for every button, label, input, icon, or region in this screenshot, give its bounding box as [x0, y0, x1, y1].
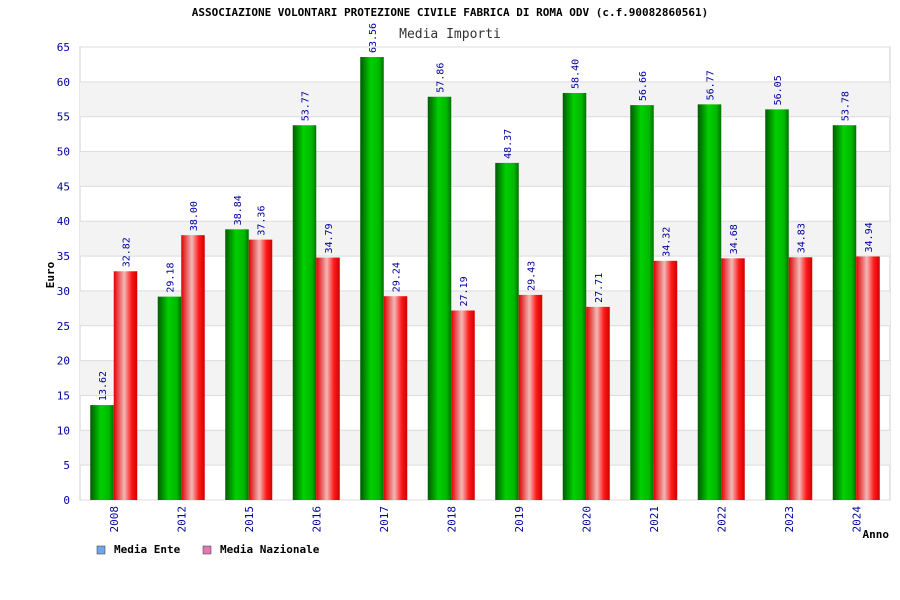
x-tick-label: 2018 — [445, 506, 458, 533]
data-label-nazionale-2019: 29.43 — [527, 261, 538, 291]
chart-title: ASSOCIAZIONE VOLONTARI PROTEZIONE CIVILE… — [192, 6, 709, 19]
bar-nazionale-2020 — [586, 306, 610, 500]
y-tick-label: 60 — [57, 76, 70, 89]
data-label-nazionale-2023: 34.83 — [797, 223, 808, 253]
x-tick-label: 2017 — [378, 506, 391, 533]
bar-ente-2012 — [157, 296, 182, 500]
bars — [90, 57, 880, 501]
x-axis-ticks: 2008 2012 2015 2016 2017 2018 2019 2020 2021 2022… — [108, 506, 864, 533]
legend: Media Ente Media Nazionale — [96, 543, 320, 556]
bar-nazionale-2022 — [721, 258, 745, 500]
data-label-nazionale-2008: 32.82 — [122, 237, 133, 267]
bar-ente-2016 — [292, 125, 317, 500]
data-label-ente-2022: 56.77 — [706, 70, 717, 100]
bar-ente-2017 — [360, 57, 384, 500]
data-labels: 13.62 32.82 29.18 38.00 38.84 37.36 53.77 34.79… — [98, 23, 875, 401]
bar-ente-2022 — [697, 104, 722, 501]
x-tick-label: 2023 — [783, 506, 796, 533]
legend-swatch-ente — [96, 545, 106, 555]
data-label-ente-2023: 56.05 — [773, 75, 784, 105]
data-label-ente-2016: 53.77 — [301, 91, 312, 121]
bar-ente-2020 — [562, 92, 587, 501]
grid-band — [80, 151, 890, 187]
x-tick-label: 2008 — [108, 506, 121, 533]
bar-nazionale-2016 — [316, 257, 340, 500]
data-label-nazionale-2016: 34.79 — [324, 223, 335, 253]
y-tick-label: 35 — [57, 250, 70, 263]
data-label-nazionale-2024: 34.94 — [864, 222, 875, 252]
plot-background — [79, 46, 891, 501]
y-tick-label: 25 — [57, 320, 70, 333]
bar-nazionale-2024 — [856, 256, 880, 500]
y-tick-label: 30 — [57, 285, 70, 298]
grid-band — [80, 360, 890, 396]
x-tick-label: 2016 — [310, 506, 323, 533]
bar-ente-2019 — [495, 162, 519, 500]
x-tick-label: 2024 — [850, 506, 863, 533]
y-tick-label: 0 — [63, 494, 70, 507]
data-label-ente-2021: 56.66 — [638, 71, 649, 101]
x-tick-label: 2012 — [175, 506, 188, 533]
data-label-ente-2024: 53.78 — [841, 91, 852, 121]
data-label-nazionale-2015: 37.36 — [257, 206, 268, 236]
bar-nazionale-2019 — [518, 294, 543, 500]
y-tick-label: 20 — [57, 355, 70, 368]
bar-nazionale-2018 — [451, 310, 475, 500]
data-label-nazionale-2020: 27.71 — [594, 273, 605, 303]
x-tick-label: 2022 — [715, 506, 728, 533]
y-tick-label: 5 — [63, 459, 70, 472]
bar-ente-2024 — [832, 125, 857, 501]
x-tick-label: 2019 — [513, 506, 526, 533]
bar-ente-2023 — [765, 109, 789, 500]
bar-nazionale-2017 — [383, 296, 408, 500]
x-axis-label: Anno — [863, 528, 890, 541]
data-label-nazionale-2021: 34.32 — [662, 227, 673, 257]
legend-label-ente: Media Ente — [114, 543, 181, 556]
bar-nazionale-2012 — [181, 235, 205, 500]
bar-nazionale-2021 — [653, 260, 678, 500]
y-tick-label: 10 — [57, 424, 70, 437]
x-tick-label: 2021 — [648, 506, 661, 533]
data-label-ente-2015: 38.84 — [233, 195, 244, 225]
grid-band — [80, 290, 890, 326]
x-tick-label: 2020 — [580, 506, 593, 533]
data-label-nazionale-2022: 34.68 — [729, 224, 740, 254]
data-label-ente-2017: 63.56 — [368, 23, 379, 53]
grid-band — [80, 81, 890, 117]
bar-ente-2021 — [630, 105, 654, 500]
data-label-nazionale-2017: 29.24 — [392, 262, 403, 292]
grid-band — [80, 430, 890, 466]
y-tick-label: 40 — [57, 215, 70, 228]
plot-area — [79, 46, 891, 501]
data-label-nazionale-2012: 38.00 — [189, 201, 200, 231]
y-tick-label: 50 — [57, 146, 70, 159]
y-tick-label: 55 — [57, 111, 70, 124]
bar-nazionale-2008 — [113, 271, 138, 500]
gridlines — [80, 46, 890, 501]
chart-subtitle: Media Importi — [399, 27, 501, 42]
data-label-ente-2020: 58.40 — [571, 59, 582, 89]
legend-swatch-nazionale — [202, 545, 212, 555]
grid-band — [80, 221, 890, 257]
bar-ente-2008 — [90, 405, 114, 500]
y-axis-ticks: 0 5 10 15 20 25 30 35 40 45 50 55 60 65 — [57, 41, 70, 507]
y-tick-label: 15 — [57, 389, 70, 402]
y-axis-label: Euro — [44, 261, 57, 288]
data-label-ente-2008: 13.62 — [98, 371, 109, 401]
legend-label-nazionale: Media Nazionale — [220, 543, 320, 556]
y-tick-label: 65 — [57, 41, 70, 54]
bar-ente-2018 — [427, 96, 452, 500]
y-tick-label: 45 — [57, 180, 70, 193]
data-label-ente-2019: 48.37 — [503, 129, 514, 159]
data-label-nazionale-2018: 27.19 — [459, 276, 470, 306]
data-label-ente-2012: 29.18 — [166, 263, 177, 293]
bar-ente-2015 — [225, 229, 249, 501]
data-label-ente-2018: 57.86 — [436, 63, 447, 93]
bar-nazionale-2015 — [248, 239, 273, 501]
bar-nazionale-2023 — [788, 257, 813, 500]
x-tick-label: 2015 — [243, 506, 256, 533]
